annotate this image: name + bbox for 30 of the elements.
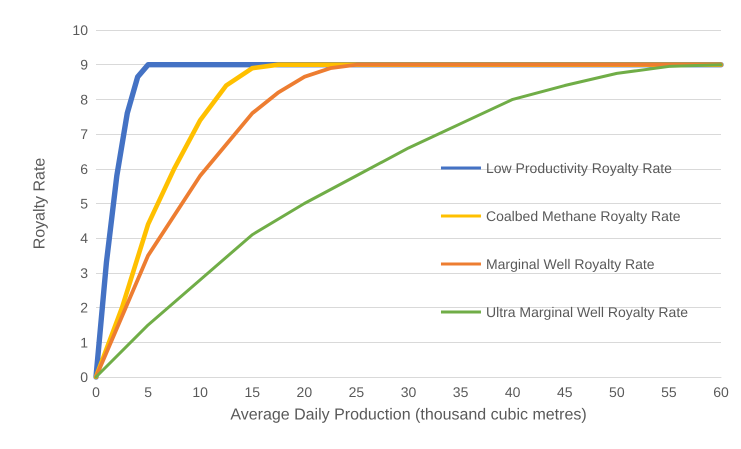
x-tick-label: 50 bbox=[609, 384, 625, 400]
x-tick-label: 0 bbox=[92, 384, 100, 400]
x-tick-label: 30 bbox=[400, 384, 416, 400]
x-tick-label: 15 bbox=[244, 384, 260, 400]
y-tick-label: 6 bbox=[80, 160, 88, 177]
x-tick-label: 25 bbox=[348, 384, 364, 400]
legend-label: Low Productivity Royalty Rate bbox=[486, 160, 672, 176]
legend-label: Ultra Marginal Well Royalty Rate bbox=[486, 304, 688, 320]
x-tick-label: 40 bbox=[504, 384, 521, 400]
x-axis-title: Average Daily Production (thousand cubic metres) bbox=[230, 406, 587, 424]
legend-label: Coalbed Methane Royalty Rate bbox=[486, 208, 681, 224]
y-tick-label: 9 bbox=[80, 56, 88, 73]
x-tick-label: 10 bbox=[192, 384, 208, 400]
y-axis-title: Royalty Rate bbox=[32, 158, 48, 250]
x-tick-label: 5 bbox=[144, 384, 152, 400]
y-tick-label: 7 bbox=[80, 126, 88, 142]
y-tick-label: 5 bbox=[80, 196, 88, 212]
x-tick-label: 55 bbox=[661, 384, 677, 400]
y-tick-label: 10 bbox=[72, 22, 88, 38]
x-tick-label: 60 bbox=[713, 384, 729, 400]
y-tick-label: 1 bbox=[80, 334, 88, 350]
y-tick-label: 8 bbox=[80, 91, 88, 108]
y-tick-label: 0 bbox=[80, 369, 88, 385]
x-tick-label: 45 bbox=[556, 384, 573, 400]
y-tick-label: 4 bbox=[80, 230, 88, 246]
legend-label: Marginal Well Royalty Rate bbox=[486, 256, 655, 272]
y-tick-label: 3 bbox=[80, 264, 88, 281]
x-tick-label: 35 bbox=[452, 384, 469, 400]
y-tick-label: 2 bbox=[80, 300, 88, 316]
x-tick-label: 20 bbox=[296, 384, 312, 400]
